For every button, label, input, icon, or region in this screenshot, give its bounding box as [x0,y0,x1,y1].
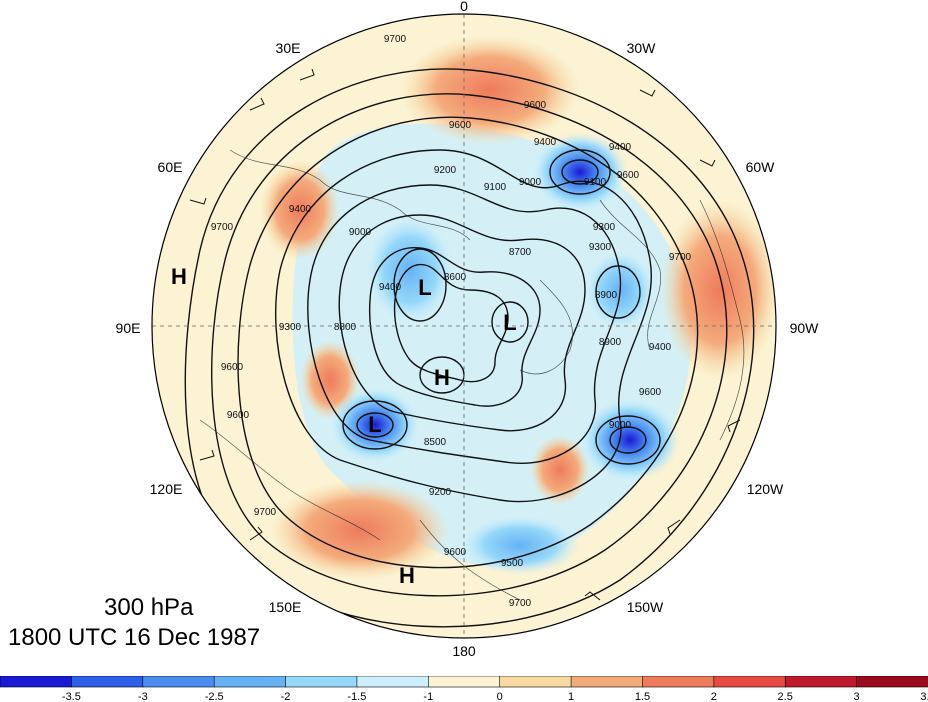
contour-label: 9400 [649,342,672,353]
colorbar-segment [356,676,430,688]
colorbar-segment [71,676,144,688]
contour-label: 9700 [509,598,532,609]
colorbar-tick-label: 0 [497,691,503,702]
contour-label: 9600 [639,387,662,398]
contour-label: 9700 [669,252,692,263]
high-center-marker: H [434,365,450,390]
contour-label: 9000 [609,420,632,431]
title-level: 300 hPa [104,594,194,621]
longitude-label: 0 [460,0,468,14]
colorbar-tick-label: -3.5 [62,691,81,702]
colorbar-tick-label: 2 [711,691,717,702]
low-center-marker: L [418,275,431,300]
contour-label: 9600 [449,120,472,131]
contour-label: 9300 [593,222,616,233]
longitude-label: 60E [158,159,183,175]
longitude-label: 90E [116,320,141,336]
colorbar-segment [856,676,928,688]
contour-label: 8900 [595,290,618,301]
colorbar-segment [285,676,358,688]
contour-label: 9600 [221,362,244,373]
colorbar-tick-label: 3.5 [920,691,928,702]
colorbar-tick-label: -2 [281,691,291,702]
contour-label: 8600 [444,272,467,283]
contour-labels: 9700 9600 9600 9400 9000 9100 9300 9600 9700 9400… [211,34,692,609]
contour-label: 9200 [434,165,457,176]
longitude-label: 120E [150,481,183,497]
colorbar-tick-label: -1.5 [347,691,366,702]
anomaly-shading [152,14,776,638]
longitude-label: 120W [747,481,784,497]
colorbar-tick-label: -3 [138,691,148,702]
contour-label: 9100 [484,182,507,193]
contour-label: 8700 [509,247,532,258]
colorbar-segment [784,676,858,688]
longitude-labels: 0 30W 60W 90W 120W 150W 180 150E 120E 90E 60E 30E [116,0,820,659]
contour-label: 9000 [519,177,542,188]
contour-label: 9400 [609,142,632,153]
colorbar-segment [499,676,572,688]
high-center-marker: H [171,264,187,289]
colorbar-tick-label: -1 [423,691,433,702]
colorbar-tick-label: 1 [568,691,574,702]
contour-label: 9200 [429,487,452,498]
colorbar: -3.5 -3 -2.5 -2 -1.5 -1 0 1 1.5 2 2.5 3 3.5 [0,676,928,702]
contour-label: 8900 [599,337,622,348]
contour-label: 9700 [384,34,407,45]
colorbar-tick-label: 2.5 [778,691,793,702]
colorbar-segment [213,676,287,688]
contour-label: 9700 [211,222,234,233]
contour-label: 9600 [617,170,640,181]
longitude-label: 30E [276,40,301,56]
contour-label: 9600 [524,100,547,111]
longitude-label: 150W [627,599,664,615]
longitude-label: 30W [627,40,657,56]
longitude-label: 60W [746,159,776,175]
contour-label: 9300 [589,242,612,253]
colorbar-segment [713,676,787,688]
contour-label: 9400 [379,282,402,293]
contour-label: 9500 [501,558,524,569]
title-time: 1800 UTC 16 Dec 1987 [8,624,261,651]
contour-label: 9400 [289,204,312,215]
longitude-label: 180 [452,643,476,659]
contour-label: 9100 [584,177,607,188]
contour-label: 9600 [444,547,467,558]
colorbar-segment [0,676,73,688]
wind-barbs [189,68,741,601]
graticule [152,14,776,638]
contour-label: 9700 [254,507,277,518]
high-center-marker: H [399,563,415,588]
longitude-label: 90W [790,320,820,336]
colorbar-segment [642,676,715,688]
colorbar-tick-label: 3 [854,691,860,702]
contour-label: 9000 [349,227,372,238]
colorbar-tick-label: -2.5 [205,691,224,702]
contour-label: 8800 [334,322,357,333]
coastlines [199,149,745,601]
colorbar-segment [570,676,644,688]
low-center-marker: L [503,310,516,335]
colorbar-segment [428,676,501,688]
low-center-marker: L [368,412,381,437]
contour-label: 9400 [534,137,557,148]
map-boundary [151,13,777,639]
contour-label: 8500 [424,437,447,448]
pressure-centers: H H H L L L [171,264,517,588]
contour-label: 9300 [279,322,302,333]
longitude-label: 150E [269,599,302,615]
colorbar-segment [142,676,215,688]
contour-label: 9600 [227,410,250,421]
colorbar-tick-label: 1.5 [635,691,650,702]
